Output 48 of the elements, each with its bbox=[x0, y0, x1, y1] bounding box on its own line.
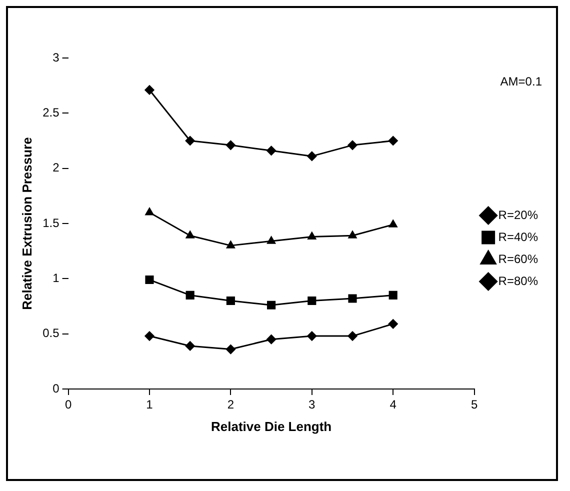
point bbox=[144, 85, 154, 95]
x-tick-label: 3 bbox=[308, 398, 316, 412]
point bbox=[266, 334, 276, 344]
point bbox=[226, 344, 236, 354]
point bbox=[308, 296, 316, 306]
point bbox=[348, 294, 357, 303]
x-tick-label: 1 bbox=[146, 398, 154, 412]
y-tick-label: 3 bbox=[52, 50, 60, 64]
point bbox=[348, 331, 358, 341]
text: AM=0.1 bbox=[500, 74, 542, 88]
legend-label: R=40% bbox=[498, 230, 538, 244]
point bbox=[388, 319, 398, 329]
point bbox=[145, 208, 154, 216]
point bbox=[226, 240, 235, 248]
legend-label: R=20% bbox=[498, 208, 538, 222]
point bbox=[226, 140, 236, 150]
point bbox=[308, 232, 316, 240]
point bbox=[388, 136, 398, 146]
y-tick-label: 0.5 bbox=[42, 326, 60, 340]
legend-label: R=60% bbox=[498, 252, 538, 266]
x-axis-title: Relative Die Length bbox=[210, 418, 332, 434]
point bbox=[226, 296, 235, 306]
y-axis-title: Relative Extrusion Pressure bbox=[19, 137, 34, 310]
y-tick-label: 2 bbox=[52, 160, 60, 175]
y-tick-label: 1 bbox=[52, 270, 60, 285]
point bbox=[307, 331, 317, 341]
point bbox=[185, 341, 195, 351]
legend-label: R=80% bbox=[498, 274, 538, 288]
x-tick-label: 0 bbox=[64, 398, 72, 412]
y-tick-label: 1.5 bbox=[42, 216, 60, 230]
x-tick-label: 5 bbox=[470, 398, 478, 412]
point bbox=[185, 136, 195, 146]
point bbox=[348, 140, 358, 150]
point bbox=[145, 275, 154, 284]
y-tick-label: 0 bbox=[52, 381, 60, 396]
point bbox=[388, 290, 398, 300]
x-tick-label: 2 bbox=[227, 398, 234, 412]
point bbox=[266, 146, 276, 156]
y-tick-label: 2.5 bbox=[42, 105, 60, 120]
x-tick-label: 4 bbox=[390, 398, 397, 412]
point bbox=[388, 220, 398, 228]
point bbox=[186, 290, 194, 300]
point bbox=[348, 230, 357, 238]
point bbox=[307, 151, 317, 161]
point bbox=[186, 230, 194, 238]
point bbox=[267, 300, 276, 310]
point bbox=[144, 331, 154, 341]
point bbox=[267, 236, 276, 244]
